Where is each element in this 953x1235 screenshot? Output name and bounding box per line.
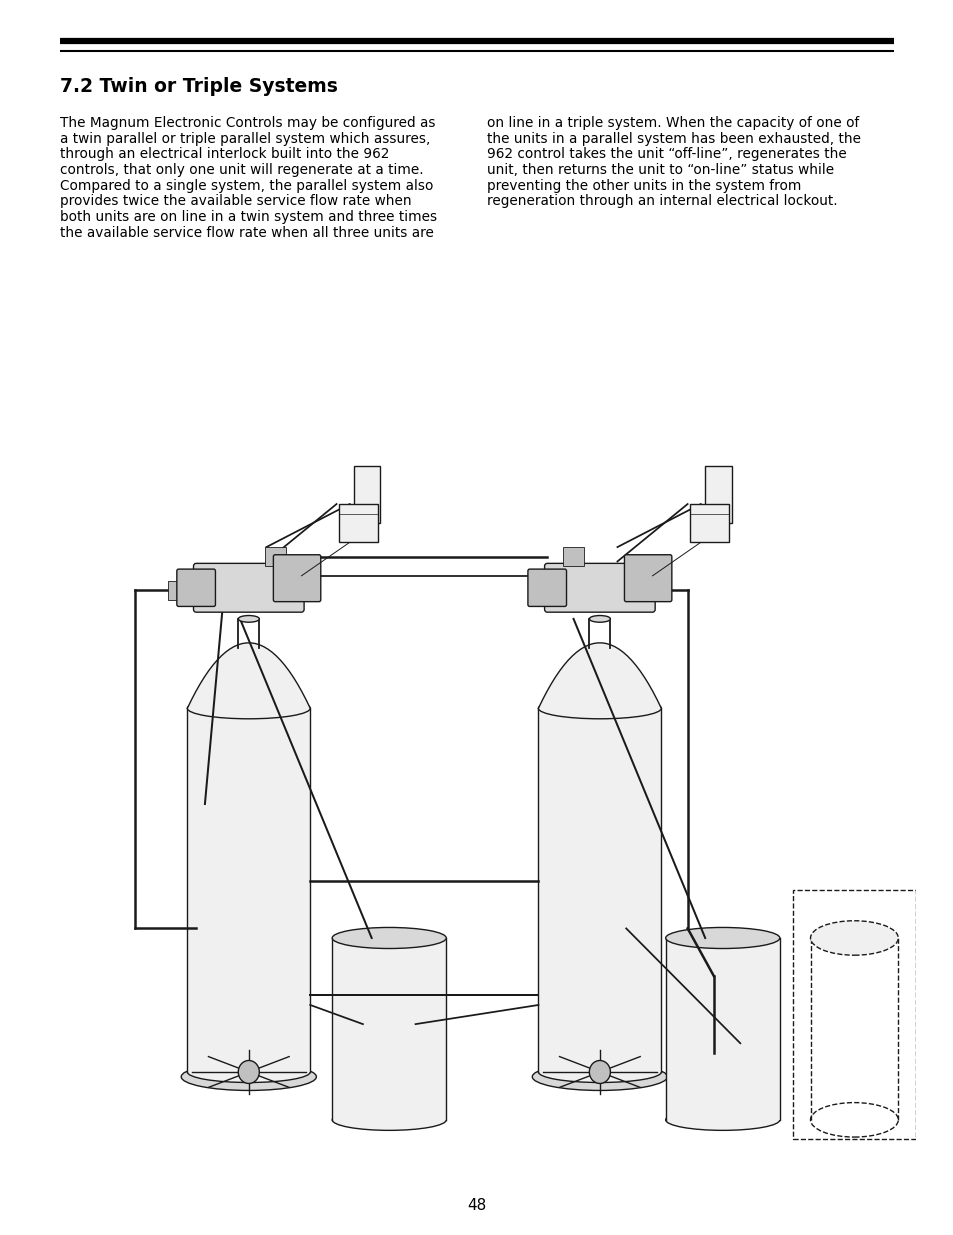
FancyBboxPatch shape	[527, 569, 566, 606]
Ellipse shape	[537, 698, 660, 719]
Text: 48: 48	[467, 1198, 486, 1213]
Text: the units in a parallel system has been exhausted, the: the units in a parallel system has been …	[486, 132, 860, 146]
Text: the available service flow rate when all three units are: the available service flow rate when all…	[60, 226, 434, 240]
Text: The Magnum Electronic Controls may be configured as: The Magnum Electronic Controls may be co…	[60, 116, 436, 130]
Ellipse shape	[665, 927, 779, 948]
Bar	[168, 580, 189, 600]
Text: regeneration through an internal electrical lockout.: regeneration through an internal electri…	[486, 194, 837, 209]
FancyBboxPatch shape	[624, 555, 671, 601]
FancyBboxPatch shape	[544, 563, 655, 613]
Text: a twin parallel or triple parallel system which assures,: a twin parallel or triple parallel syste…	[60, 132, 430, 146]
Ellipse shape	[187, 698, 310, 719]
Bar	[562, 547, 583, 566]
Bar	[792, 890, 915, 1139]
Ellipse shape	[810, 921, 898, 955]
Circle shape	[589, 1061, 610, 1083]
Bar	[264, 547, 285, 566]
Ellipse shape	[332, 927, 446, 948]
Text: through an electrical interlock built into the 962: through an electrical interlock built in…	[60, 147, 389, 162]
Text: 962 control takes the unit “off-line”, regenerates the: 962 control takes the unit “off-line”, r…	[486, 147, 845, 162]
Polygon shape	[537, 643, 660, 709]
Text: both units are on line in a twin system and three times: both units are on line in a twin system …	[60, 210, 436, 225]
Polygon shape	[665, 939, 779, 1120]
Text: preventing the other units in the system from: preventing the other units in the system…	[486, 179, 801, 193]
Text: on line in a triple system. When the capacity of one of: on line in a triple system. When the cap…	[486, 116, 858, 130]
Bar	[704, 466, 731, 524]
Text: provides twice the available service flow rate when: provides twice the available service flo…	[60, 194, 412, 209]
Text: controls, that only one unit will regenerate at a time.: controls, that only one unit will regene…	[60, 163, 423, 177]
Ellipse shape	[532, 1063, 667, 1091]
Text: unit, then returns the unit to “on-line” status while: unit, then returns the unit to “on-line”…	[486, 163, 833, 177]
Polygon shape	[187, 709, 310, 1072]
Ellipse shape	[238, 615, 259, 622]
FancyBboxPatch shape	[193, 563, 304, 613]
FancyBboxPatch shape	[274, 555, 320, 601]
Ellipse shape	[332, 1109, 446, 1130]
Bar	[354, 466, 380, 524]
Polygon shape	[332, 939, 446, 1120]
Ellipse shape	[589, 615, 610, 622]
Ellipse shape	[665, 1109, 779, 1130]
Bar	[633, 580, 654, 600]
Circle shape	[238, 1061, 259, 1083]
Polygon shape	[537, 709, 660, 1072]
Text: Compared to a single system, the parallel system also: Compared to a single system, the paralle…	[60, 179, 433, 193]
Bar	[689, 504, 728, 542]
Polygon shape	[187, 643, 310, 709]
Ellipse shape	[810, 1103, 898, 1137]
Text: 7.2 Twin or Triple Systems: 7.2 Twin or Triple Systems	[60, 77, 337, 95]
Ellipse shape	[187, 1061, 310, 1083]
Ellipse shape	[181, 1063, 316, 1091]
Ellipse shape	[537, 1061, 660, 1083]
Bar	[338, 504, 377, 542]
FancyBboxPatch shape	[176, 569, 215, 606]
